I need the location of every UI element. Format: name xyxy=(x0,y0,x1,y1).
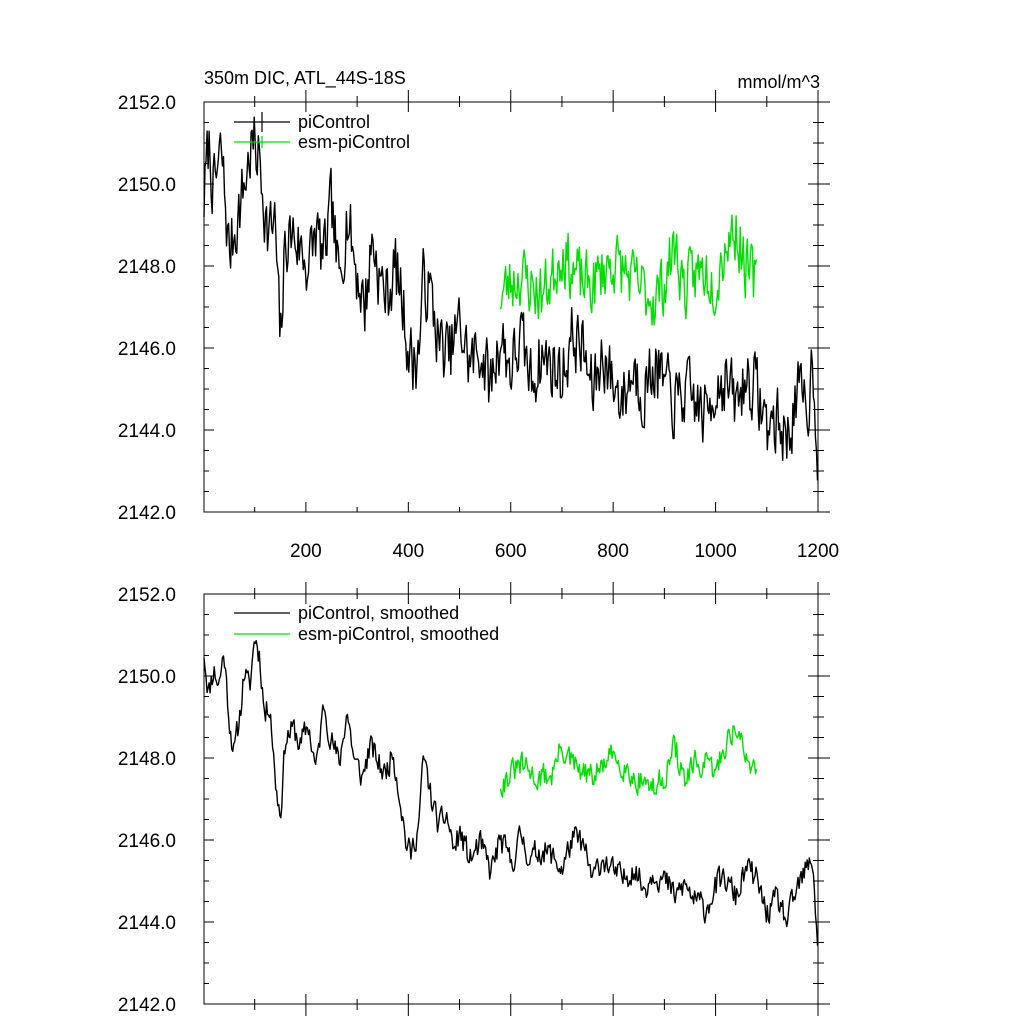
bottom-tick-layer: 2142.0 2144.0 2146.0 2148.0 2150.0 2152.0 xyxy=(118,582,830,1016)
series-line-picontrol-smoothed xyxy=(203,639,819,946)
y-tick-label: 2146.0 xyxy=(118,831,176,852)
y-tick-label: 2144.0 xyxy=(118,913,176,934)
x-tick-label: 1200 xyxy=(797,541,839,562)
legend-label-picontrol-smoothed: piControl, smoothed xyxy=(298,603,459,623)
series-line-picontrol xyxy=(203,116,819,481)
top-panel: 350m DIC, ATL_44S-18S mmol/m^3 2142.0214… xyxy=(118,68,839,562)
legend-label-esm-picontrol: esm-piControl xyxy=(298,132,410,152)
y-tick-label: 2150.0 xyxy=(118,667,176,688)
top-tick-layer: 2142.0 2144.0 2146.0 2148.0 2150.0 2152.0 200 4… xyxy=(118,90,839,562)
x-tick-label: 600 xyxy=(495,541,527,562)
y-tick-label: 2148.0 xyxy=(118,749,176,770)
legend-label-esm-picontrol-smoothed: esm-piControl, smoothed xyxy=(298,624,499,644)
legend-label-picontrol: piControl xyxy=(298,112,370,132)
series-line-esm-picontrol-smoothed xyxy=(499,725,758,798)
y-tick-label: 2152.0 xyxy=(118,585,176,606)
x-tick-label: 400 xyxy=(392,541,424,562)
y-tick-label: 2148.0 xyxy=(118,257,176,278)
x-tick-label: 200 xyxy=(290,541,322,562)
bottom-legend: piControl, smoothed esm-piControl, smoot… xyxy=(234,603,499,644)
y-tick-label: 2142.0 xyxy=(118,503,176,524)
top-units: mmol/m^3 xyxy=(738,72,820,92)
bottom-panel: 2142.0 2144.0 2146.0 2148.0 2150.0 2152.0 piC… xyxy=(118,582,830,1016)
top-series-layer xyxy=(203,116,819,481)
bottom-series-layer xyxy=(203,639,819,946)
top-legend: piControl esm-piControl xyxy=(234,112,410,152)
y-tick-label: 2150.0 xyxy=(118,175,176,196)
series-line-esm-picontrol xyxy=(499,214,758,326)
bottom-plot-frame xyxy=(203,593,819,1005)
x-tick-label: 1000 xyxy=(694,541,736,562)
x-tick-label: 800 xyxy=(597,541,629,562)
top-plot-frame xyxy=(203,101,819,513)
y-tick-label: 2146.0 xyxy=(118,339,176,360)
y-tick-label: 2144.0 xyxy=(118,421,176,442)
y-tick-label: 2152.0 xyxy=(118,93,176,114)
top-title: 350m DIC, ATL_44S-18S xyxy=(204,68,406,89)
y-tick-label: 2142.0 xyxy=(118,995,176,1016)
